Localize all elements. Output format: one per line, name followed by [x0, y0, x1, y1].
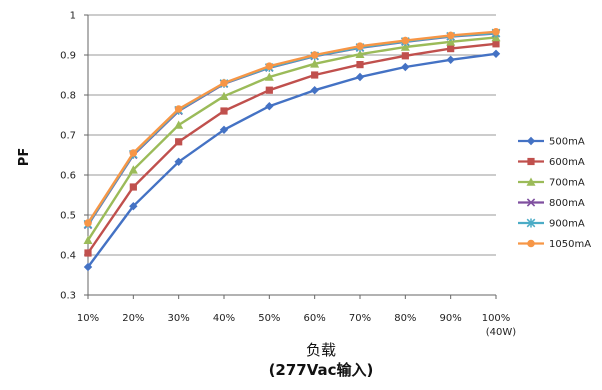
x-axis-title-line1: 负载 — [306, 341, 336, 359]
data-point — [356, 61, 364, 69]
data-point — [355, 49, 365, 58]
x-tick-note: (40W) — [486, 327, 517, 338]
y-tick-label: 0.8 — [60, 91, 76, 102]
legend-item: 500mA — [518, 137, 585, 148]
data-point — [174, 120, 184, 129]
data-point — [174, 105, 183, 113]
x-tick-label: 30% — [168, 313, 190, 324]
legend-marker — [527, 239, 535, 248]
legend-label: 700mA — [549, 178, 585, 189]
data-point — [491, 49, 501, 58]
data-point — [265, 62, 274, 70]
data-point — [220, 79, 228, 87]
x-tick-label: 20% — [122, 313, 144, 324]
series-700mA — [83, 32, 501, 244]
data-point — [447, 45, 455, 53]
legend-item: 700mA — [518, 177, 585, 189]
data-point — [129, 202, 138, 211]
data-point — [401, 62, 410, 72]
x-tick-label: 100% — [482, 313, 511, 324]
legend-item: 900mA — [518, 218, 585, 230]
series-line — [87, 42, 497, 254]
x-tick-label: 40% — [213, 313, 235, 324]
series-line — [86, 36, 497, 241]
data-point — [174, 157, 183, 166]
y-axis-title: PF — [17, 148, 32, 166]
y-tick-label: 0.4 — [60, 251, 76, 262]
x-tick-label: 50% — [258, 313, 280, 324]
series-layer — [83, 28, 501, 272]
data-point — [129, 149, 138, 157]
data-point — [310, 51, 319, 59]
x-tick-label: 80% — [394, 313, 416, 324]
data-point — [175, 138, 183, 146]
legend-label: 800mA — [549, 198, 585, 209]
y-tick-label: 0.9 — [60, 51, 76, 62]
y-tick-label: 1 — [70, 11, 76, 22]
data-point — [310, 59, 320, 68]
data-point — [355, 72, 365, 82]
x-axis-title-line2: (277Vac输入) — [269, 361, 374, 379]
data-point — [401, 36, 410, 45]
y-tick-label: 0.5 — [60, 211, 76, 222]
x-tick-label: 90% — [440, 313, 462, 324]
data-point — [311, 71, 319, 79]
legend-item: 800mA — [518, 198, 585, 209]
legend-label: 500mA — [549, 137, 585, 148]
data-point — [265, 86, 273, 94]
data-point — [356, 42, 364, 50]
series-900mA — [83, 28, 501, 229]
data-point — [83, 262, 93, 272]
legend-marker — [526, 136, 536, 146]
grid-layer — [88, 14, 496, 296]
data-point — [84, 249, 92, 257]
series-1050mA — [84, 28, 500, 227]
data-point — [129, 183, 137, 191]
legend-item: 1050mA — [518, 239, 591, 250]
legend-marker — [526, 177, 536, 186]
data-point — [219, 91, 229, 100]
series-line — [87, 52, 497, 268]
data-point — [219, 125, 229, 134]
legend-marker — [526, 198, 536, 207]
y-tick-label: 0.6 — [60, 171, 76, 182]
series-600mA — [84, 40, 500, 257]
data-point — [400, 42, 410, 51]
legend-label: 900mA — [549, 219, 585, 230]
y-tick-label: 0.3 — [60, 291, 76, 302]
data-point — [446, 37, 456, 46]
data-point — [83, 235, 93, 244]
data-point — [492, 28, 500, 36]
x-tick-label: 60% — [304, 313, 326, 324]
data-point — [220, 107, 228, 115]
x-tick-label: 10% — [77, 313, 99, 324]
series-500mA — [83, 49, 501, 272]
data-point — [84, 219, 92, 227]
axes-layer: 0.3 0.4 0.5 0.6 0.7 0.8 0.9 1 10% 20% 30% 40% 50% 60%… — [60, 11, 516, 339]
data-point — [265, 102, 274, 111]
legend-marker — [526, 218, 536, 228]
x-tick-label: 70% — [349, 313, 371, 324]
data-point — [264, 72, 274, 81]
legend-label: 1050mA — [549, 239, 591, 250]
y-tick-label: 0.7 — [60, 131, 76, 142]
data-point — [401, 52, 409, 60]
legend-item: 600mA — [518, 157, 585, 168]
legend-layer: 500mA 600mA 700mA 800mA 900mA 1050mA — [518, 137, 591, 250]
legend-label: 600mA — [549, 157, 585, 168]
data-point — [128, 165, 138, 174]
data-point — [492, 40, 500, 48]
data-point — [446, 55, 455, 64]
legend-marker — [527, 157, 535, 166]
data-point — [446, 31, 455, 40]
series-line — [86, 30, 497, 224]
data-point — [310, 86, 319, 95]
